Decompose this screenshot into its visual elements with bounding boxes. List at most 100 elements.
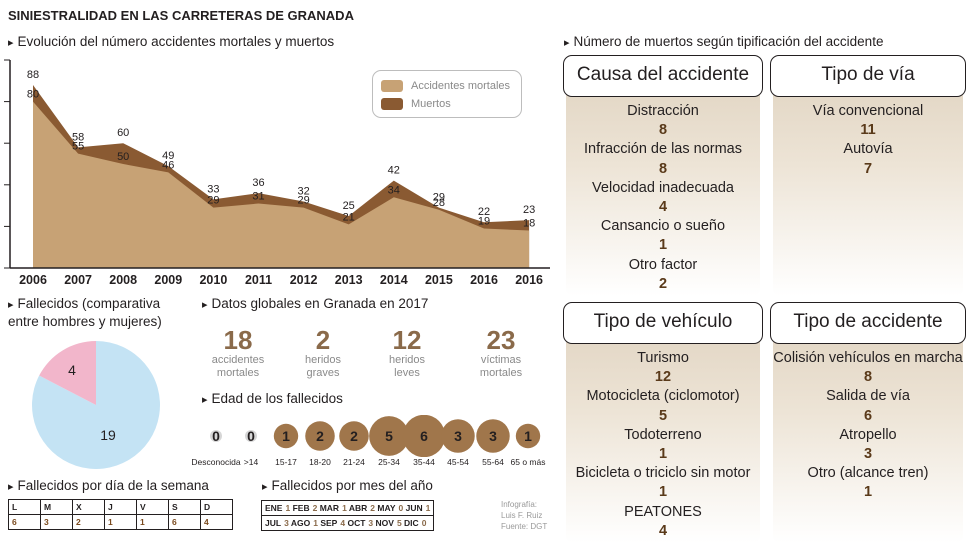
tipo-via-list: Vía convencional 11 Autovía 7 [773, 102, 963, 179]
item-value: 1 [658, 237, 668, 254]
age-group-label: 18-20 [309, 457, 331, 467]
day-label: L [8, 499, 41, 515]
month-value: 5 [396, 518, 402, 528]
age-bubble [369, 416, 409, 456]
muertos-data-label: 25 [343, 200, 355, 212]
causa-list: Distracción 8 Infracción de las normas 8… [566, 102, 760, 294]
age-group-label: 25-34 [378, 457, 400, 467]
day-value: 1 [104, 514, 137, 530]
item-value: 5 [658, 407, 668, 424]
day-value: 1 [136, 514, 169, 530]
accidentes-data-label: 19 [478, 215, 490, 227]
day-value: 2 [72, 514, 105, 530]
stat-heridos-leves: 12 heridos leves [367, 326, 447, 380]
month-label: MAR [319, 503, 340, 513]
x-tick-label: 2009 [154, 273, 182, 287]
pie-slice-women [39, 341, 96, 405]
month-label: DIC [404, 518, 419, 528]
accidentes-data-label: 18 [523, 218, 535, 230]
pie-label-women: 4 [68, 362, 76, 378]
accidentes-data-label: 80 [27, 89, 39, 101]
fallecidos-heading: Fallecidos (comparativa [8, 296, 161, 311]
age-bubble-value: 0 [212, 428, 220, 444]
tipo-via-box: Tipo de vía Vía convencional 11 Autovía … [770, 55, 966, 296]
pie-label-men: 19 [100, 427, 116, 443]
legend-label-muertos: Muertos [411, 98, 451, 110]
tipo-vehiculo-box: Tipo de vehículo Turismo 12 Motocicleta … [563, 302, 763, 543]
month-label: JUN [405, 503, 423, 513]
stat-value: 2 [315, 325, 331, 355]
month-label: OCT [347, 518, 366, 528]
month-value: 0 [398, 503, 404, 513]
tipo-via-box-title: Tipo de vía [770, 55, 966, 97]
item-value: 8 [863, 369, 873, 386]
item-value: 1 [658, 446, 668, 463]
accidentes-data-label: 29 [297, 195, 309, 207]
month-value: 0 [421, 518, 427, 528]
age-bubble-value: 3 [489, 428, 497, 444]
item-label: Bicicleta o triciclo sin motor [575, 465, 751, 482]
item-label: Atropello [839, 426, 897, 443]
month-value: 1 [342, 503, 347, 513]
month-value: 3 [368, 518, 374, 528]
muertos-data-label: 33 [207, 183, 219, 195]
day-label: V [136, 499, 169, 515]
muertos-data-label: 49 [162, 150, 174, 162]
stat-label-1: víctimas [480, 354, 522, 366]
item-label: Otro factor [628, 256, 698, 273]
chart-legend: Accidentes mortales Muertos [372, 70, 522, 118]
stat-label-2: mortales [479, 367, 523, 379]
item-value: 3 [863, 446, 873, 463]
month-label: ABR [348, 503, 368, 513]
muertos-data-label: 58 [72, 131, 84, 143]
age-bubble-value: 2 [316, 428, 324, 444]
days-values-row: 6 3 2 1 1 6 4 [8, 514, 233, 530]
day-value: 6 [168, 514, 201, 530]
fallecidos-heading-line2: entre hombres y mujeres) [8, 314, 162, 329]
age-bubble [305, 421, 335, 451]
x-tick-label: 2014 [380, 273, 408, 287]
age-bubble-value: 6 [420, 428, 428, 444]
tipo-accidente-box: Tipo de accidente Colisión vehículos en … [770, 302, 966, 543]
muertos-data-label: 60 [117, 127, 129, 139]
x-tick-label: 2011 [245, 273, 272, 287]
age-bubble-value: 1 [524, 428, 532, 444]
accidentes-area [33, 101, 530, 268]
muertos-data-label: 29 [433, 192, 445, 204]
accidentes-data-label: 21 [343, 211, 355, 223]
item-value: 12 [654, 369, 672, 386]
stat-heridos-graves: 2 heridos graves [283, 326, 363, 380]
item-label: Salida de vía [826, 388, 910, 405]
month-value: 1 [425, 503, 431, 513]
item-value: 1 [863, 484, 873, 501]
causa-box: Causa del accidente Distracción 8 Infrac… [563, 55, 763, 296]
tipo-vehiculo-box-title: Tipo de vehículo [563, 302, 763, 344]
legend-swatch-accidentes [381, 80, 403, 92]
accidentes-data-label: 28 [433, 197, 445, 209]
stat-value: 18 [223, 325, 253, 355]
month-cell: ENE 1 FEB 2 MAR 1 ABR 2 MAY 0 JUN 1 [260, 500, 435, 516]
item-value: 6 [863, 407, 873, 424]
month-label: NOV [375, 518, 394, 528]
months-row: JUL 3 AGO 1 SEP 4 OCT 3 NOV 5 DIC 0 [260, 515, 435, 531]
months-row: ENE 1 FEB 2 MAR 1 ABR 2 MAY 0 JUN 1 [260, 500, 435, 516]
months-heading: Fallecidos por mes del año [262, 478, 433, 493]
days-table: L M X J V S D 6 3 2 1 1 6 4 [8, 499, 233, 530]
stat-label-2: leves [394, 367, 420, 379]
months-table: ENE 1 FEB 2 MAR 1 ABR 2 MAY 0 JUN 1 JUL 3 AGO 1 … [260, 500, 435, 531]
item-value: 4 [658, 199, 668, 216]
age-bubble [245, 430, 257, 442]
day-value: 6 [8, 514, 41, 530]
item-label: Motocicleta (ciclomotor) [586, 388, 740, 405]
x-tick-label: 2013 [335, 273, 363, 287]
age-group-label: 15-17 [275, 457, 297, 467]
muertos-data-label: 88 [27, 69, 39, 81]
x-tick-label: 2015 [425, 273, 453, 287]
muertos-data-label: 36 [252, 177, 264, 189]
x-tick-label: 2016 [470, 273, 498, 287]
age-bubbles: 0 0 1 2 2 5 6 3 3 1 [210, 415, 541, 457]
stat-label-1: heridos [304, 354, 342, 366]
item-label: Infracción de las normas [584, 141, 742, 158]
age-bubble [273, 423, 299, 449]
month-label: MAY [377, 503, 396, 513]
